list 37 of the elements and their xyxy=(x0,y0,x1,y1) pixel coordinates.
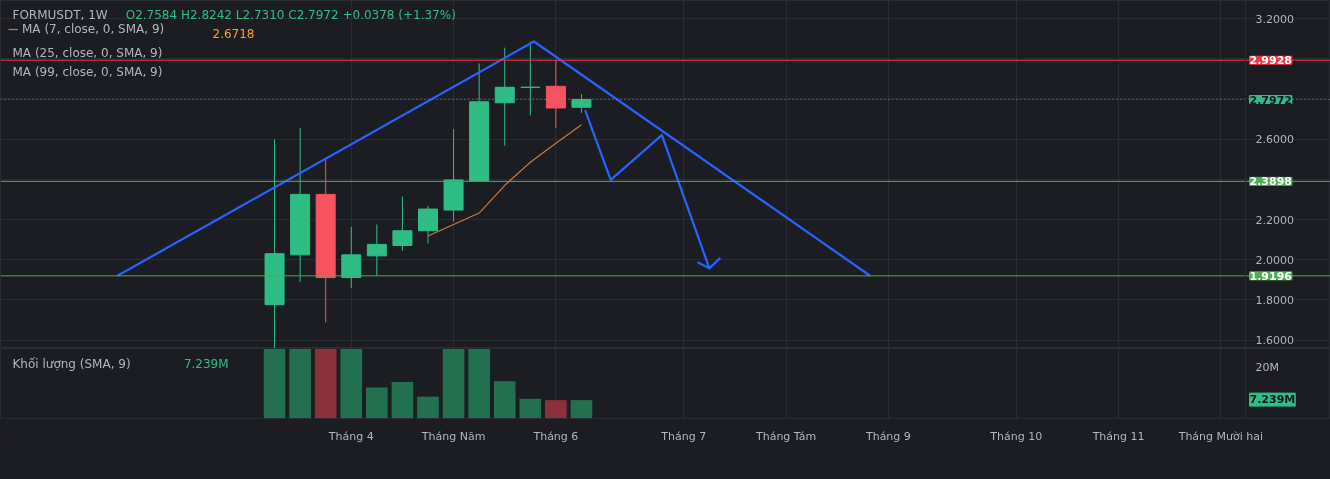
annotation: 2.6718 xyxy=(212,27,255,41)
x-tick-label: Tháng 9 xyxy=(864,429,911,443)
y-tick-label: 2.0000 xyxy=(1255,253,1294,267)
y-tick-label: 2.6000 xyxy=(1255,133,1294,147)
line-series xyxy=(584,109,722,270)
x-tick-label: Tháng Năm xyxy=(420,429,486,443)
x-tick-label: Tháng Tám xyxy=(754,429,817,443)
text: Khối lượng (SMA, 9) xyxy=(12,356,131,371)
text: FORMUSDT, 1W xyxy=(12,7,108,22)
line-series xyxy=(427,124,583,237)
legend-label: MA (7, close, 0, SMA, 9) xyxy=(22,22,165,36)
annotation: MA (25, close, 0, SMA, 9) xyxy=(12,45,163,60)
candlestick xyxy=(418,205,438,244)
annotation: 20M xyxy=(1255,361,1279,374)
annotation: 7.239M xyxy=(1249,393,1296,407)
ref-line-label: 2.9928 xyxy=(1249,54,1292,68)
ref-line-label: 1.9196 xyxy=(1249,269,1293,283)
candlestick xyxy=(366,224,387,277)
candlestick xyxy=(545,59,566,129)
y-tick-label: 1.8000 xyxy=(1255,293,1294,307)
x-tick-label: Tháng Mười hai xyxy=(1177,429,1264,443)
y-tick-label: 3.2000 xyxy=(1255,12,1294,26)
annotation: MA (99, close, 0, SMA, 9) xyxy=(12,64,163,79)
candlestick xyxy=(392,196,413,252)
y-tick-label: 2.2000 xyxy=(1255,213,1294,227)
x-tick-label: Tháng 6 xyxy=(532,429,579,443)
text: O2.7584 H2.8242 L2.7310 C2.7972 +0.0378 (+1.37%) xyxy=(125,7,456,22)
x-tick-label: Tháng 4 xyxy=(327,429,374,443)
x-tick-label: Tháng 11 xyxy=(1091,429,1145,443)
ref-line-label: 2.3898 xyxy=(1249,175,1292,189)
bar xyxy=(416,395,440,419)
ref-line-label: 2.7972 xyxy=(1249,93,1292,107)
y-tick-label: 1.6000 xyxy=(1255,334,1294,348)
candlestick xyxy=(341,226,362,289)
x-tick-label: Tháng 7 xyxy=(660,429,707,443)
annotation: 7.239M xyxy=(183,356,229,371)
x-tick-label: Tháng 10 xyxy=(989,429,1043,443)
